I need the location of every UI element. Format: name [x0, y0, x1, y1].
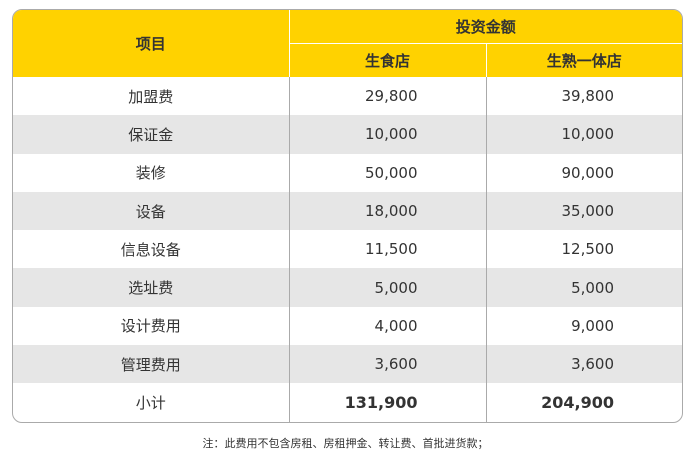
row-label: 选址费	[13, 268, 289, 307]
header-investment-amount: 投资金额	[288, 10, 682, 44]
total-raw-store: 131,900	[288, 383, 486, 422]
cell-combined-store: 35,000	[485, 191, 682, 231]
footnote: 注：此费用不包含房租、房租押金、转让费、首批进货款；	[202, 437, 489, 450]
cell-combined-store: 39,800	[485, 77, 682, 116]
cell-combined-store: 12,500	[485, 230, 682, 269]
cell-raw-store: 18,000	[288, 191, 486, 231]
table-row: 管理费用 3,600 3,600	[13, 345, 682, 384]
row-label: 设备	[13, 191, 289, 231]
table-row: 装修 50,000 90,000	[13, 153, 682, 192]
row-label: 加盟费	[128, 87, 174, 106]
investment-table: 项目 投资金额 生食店 生熟一体店 加盟费 29,800 39,800 保证金 …	[12, 9, 683, 423]
table-row: 选址费 5,000 5,000	[13, 268, 682, 307]
row-label: 装修	[135, 164, 166, 183]
cell-raw-store: 4,000	[288, 306, 486, 346]
cell-raw-store: 11,500	[288, 230, 486, 269]
table-row: 信息设备 11,500 12,500	[13, 230, 682, 269]
table-row: 保证金 10,000 10,000	[13, 115, 682, 154]
total-row: 小计 131,900 204,900	[13, 383, 682, 422]
row-label: 管理费用	[13, 345, 289, 384]
table-row: 加盟费 29,800 39,800	[13, 77, 682, 116]
cell-combined-store: 5,000	[485, 268, 682, 307]
total-label: 小计	[135, 394, 166, 413]
header-combined-store: 生熟一体店	[485, 43, 682, 77]
cell-raw-store: 10,000	[288, 115, 486, 154]
table-row: 设计费用 4,000 9,000	[13, 306, 682, 346]
row-label: 设计费用	[120, 317, 181, 336]
row-label: 信息设备	[120, 240, 181, 259]
row-label: 保证金	[13, 115, 289, 154]
cell-combined-store: 10,000	[485, 115, 682, 154]
cell-combined-store: 90,000	[485, 153, 682, 192]
header-item: 项目	[13, 10, 289, 77]
cell-raw-store: 29,800	[288, 77, 486, 116]
cell-combined-store: 9,000	[485, 306, 682, 346]
header-raw-store: 生食店	[288, 43, 486, 77]
cell-combined-store: 3,600	[485, 345, 682, 384]
cell-raw-store: 50,000	[288, 153, 486, 192]
total-combined-store: 204,900	[485, 383, 682, 422]
cell-raw-store: 3,600	[288, 345, 486, 384]
table-row: 设备 18,000 35,000	[13, 191, 682, 231]
cell-raw-store: 5,000	[288, 268, 486, 307]
